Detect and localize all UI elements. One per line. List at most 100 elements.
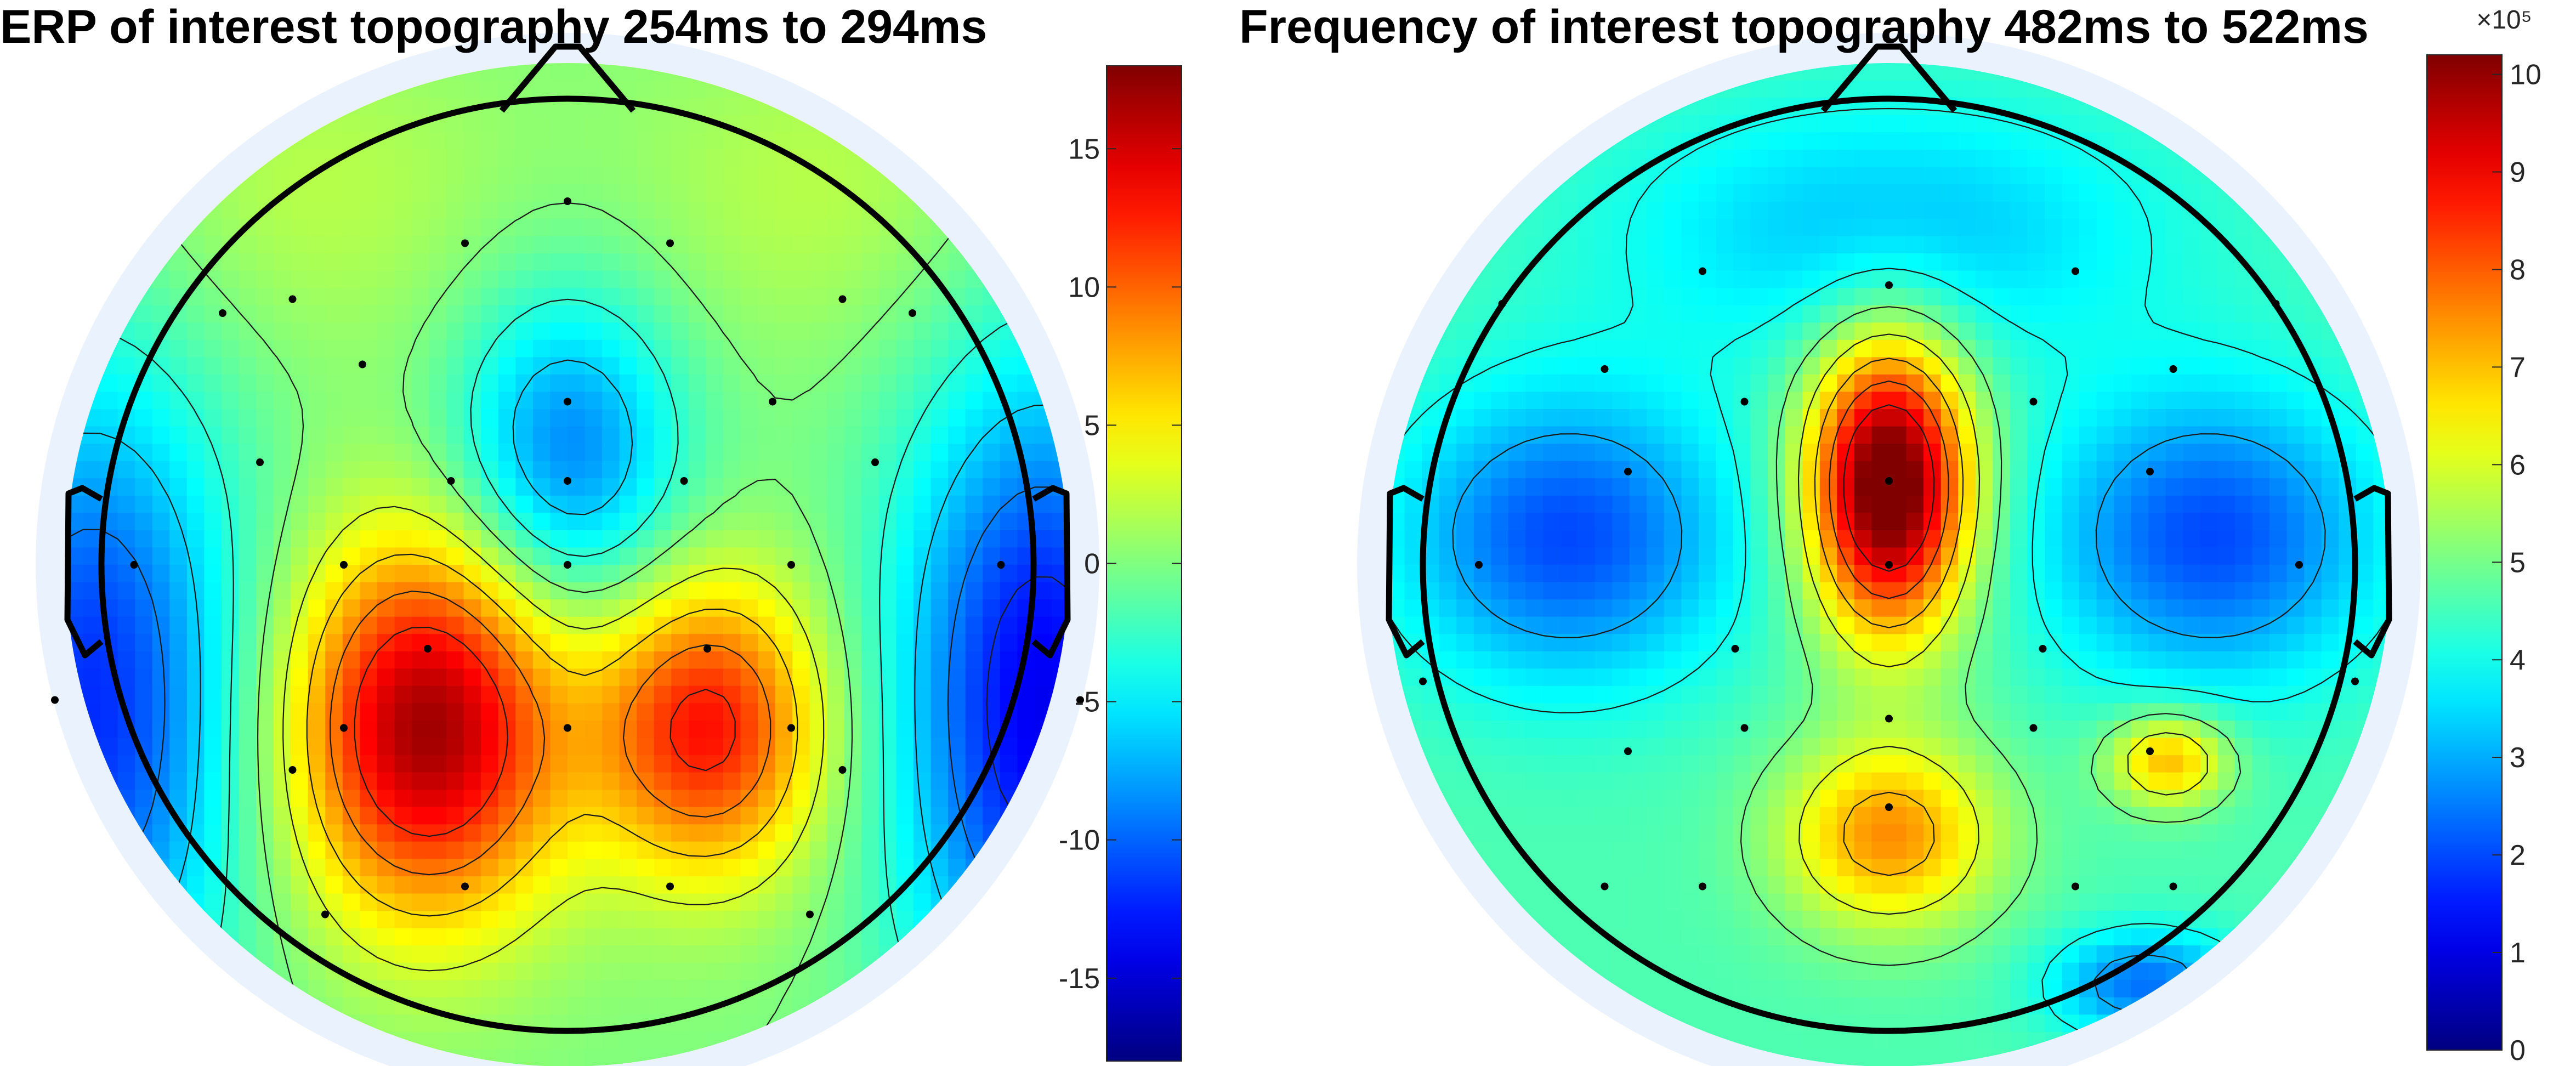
heatmap-cell [360,755,378,773]
heatmap-cell [291,893,309,911]
heatmap-cell [83,616,101,635]
heatmap-cell [1940,201,1959,219]
heatmap-cell [360,219,378,237]
heatmap-cell [1034,219,1053,237]
heatmap-cell [463,288,482,306]
heatmap-cell [117,115,136,133]
heatmap-cell [1750,478,1768,496]
heatmap-cell [1629,339,1648,358]
heatmap-cell [2304,80,2322,98]
electrode-dot [130,561,138,569]
heatmap-cell [1034,167,1053,185]
heatmap-cell [2339,184,2357,202]
heatmap-cell [723,790,741,808]
heatmap-cell [532,305,551,324]
heatmap-cell [1889,167,1907,185]
heatmap-cell [1508,80,1527,98]
heatmap-cell [792,841,810,860]
heatmap-cell [325,547,343,565]
heatmap-cell [602,876,620,894]
heatmap-cell [412,478,430,496]
heatmap-cell [1854,132,1873,150]
heatmap-cell [602,738,620,756]
heatmap-cell [1560,513,1578,531]
heatmap-cell [481,288,499,306]
heatmap-cell [913,236,932,254]
heatmap-cell [66,876,84,894]
heatmap-cell [394,634,412,652]
heatmap-cell [568,167,586,185]
heatmap-cell [983,582,1001,600]
heatmap-cell [1034,270,1053,288]
heatmap-cell [2096,201,2114,219]
heatmap-cell [186,616,205,635]
heatmap-cell [1017,236,1035,254]
heatmap-cell [1819,392,1838,410]
heatmap-cell [965,80,984,98]
heatmap-cell [1681,426,1699,444]
heatmap-cell [1508,426,1527,444]
heatmap-cell [1543,461,1561,479]
heatmap-cell [429,495,447,514]
heatmap-cell [204,461,222,479]
heatmap-cell [1052,184,1069,202]
heatmap-cell [429,980,447,998]
heatmap-cell [152,149,171,168]
heatmap-cell [429,703,447,721]
heatmap-cell [2321,63,2340,81]
heatmap-cell [2114,236,2132,254]
heatmap-cell [2010,444,2028,462]
heatmap-cell [1768,184,1786,202]
heatmap-cell [983,703,1001,721]
heatmap-cell [308,288,326,306]
heatmap-cell [2114,444,2132,462]
heatmap-cell [1034,63,1053,81]
heatmap-cell [1819,270,1838,288]
heatmap-cell [1612,392,1630,410]
heatmap-cell [325,893,343,911]
heatmap-cell [913,980,932,998]
heatmap-cell [896,755,914,773]
heatmap-cell [792,1049,810,1066]
heatmap-cell [291,513,309,531]
heatmap-cell [827,582,845,600]
heatmap-cell [2079,444,2097,462]
heatmap-cell [1578,236,1596,254]
heatmap-cell [671,444,689,462]
heatmap-cell [585,599,603,617]
heatmap-cell [117,893,136,911]
heatmap-cell [637,495,655,514]
heatmap-cell [1698,288,1717,306]
heatmap-cell [1993,149,2011,168]
heatmap-cell [844,513,863,531]
heatmap-cell [1456,322,1474,341]
heatmap-cell [481,755,499,773]
heatmap-cell [532,201,551,219]
heatmap-cell [2148,513,2166,531]
heatmap-cell [2200,461,2218,479]
heatmap-cell [740,928,758,946]
heatmap-cell [1871,236,1890,254]
heatmap-cell [429,478,447,496]
heatmap-cell [2027,167,2045,185]
heatmap-cell [706,184,724,202]
heatmap-cell [463,772,482,790]
heatmap-cell [671,721,689,739]
heatmap-cell [1525,426,1544,444]
heatmap-cell [637,721,655,739]
heatmap-cell [394,495,412,514]
heatmap-cell [792,547,810,565]
heatmap-cell [878,1049,897,1066]
heatmap-cell [2148,201,2166,219]
heatmap-cell [619,513,638,531]
heatmap-cell [429,893,447,911]
heatmap-cell [1439,357,1457,375]
heatmap-cell [913,426,932,444]
heatmap-cell [827,1049,845,1066]
heatmap-cell [135,184,153,202]
heatmap-cell [637,288,655,306]
heatmap-cell [758,409,776,427]
heatmap-cell [965,115,984,133]
heatmap-cell [585,634,603,652]
heatmap-cell [654,201,672,219]
